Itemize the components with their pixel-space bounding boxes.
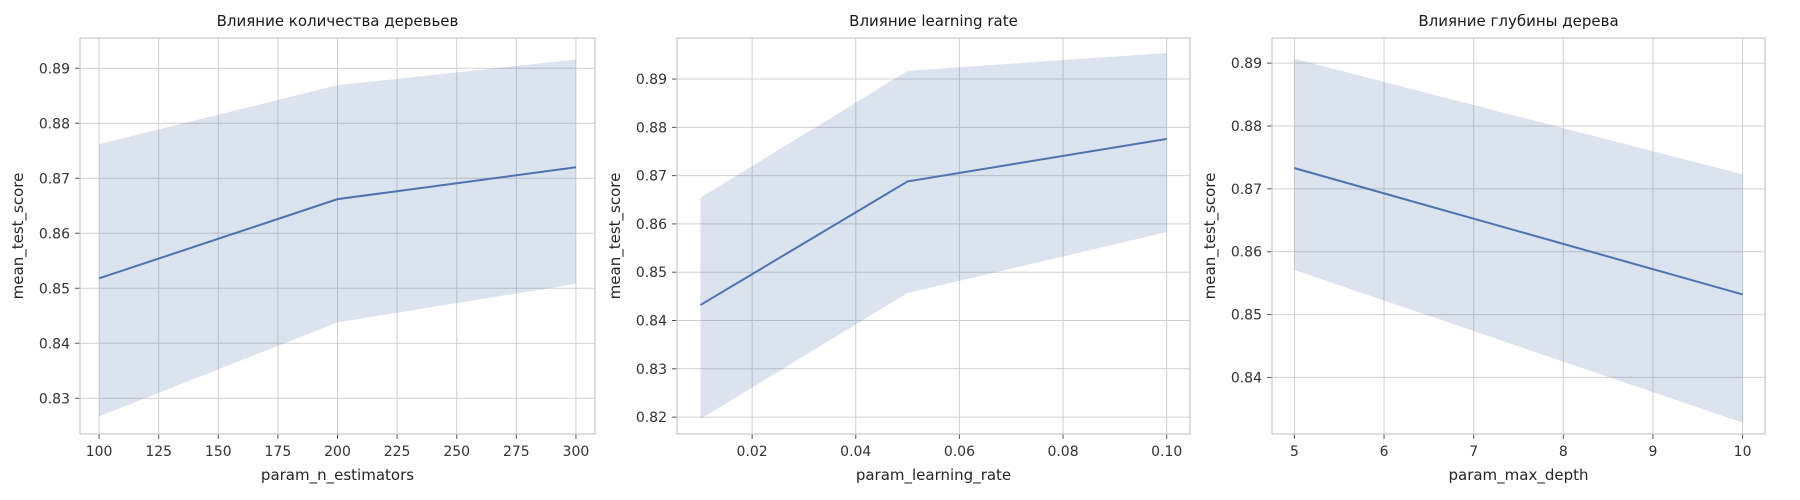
chart-panel-2: 0.02 0.04 0.06 0.08 0.10 0.82 0.83 0.84 0.85 0.86… [606, 12, 1191, 485]
y-tick-label: 0.84 [39, 336, 70, 352]
plot-frame [1271, 37, 1766, 435]
mean-score-line [699, 137, 1167, 306]
y-tick-label: 0.82 [636, 410, 667, 426]
plot-frame [676, 37, 1191, 435]
plot-frame [79, 37, 596, 435]
y-tick-label: 0.84 [1231, 370, 1262, 386]
x-tick-label: 0.08 [1047, 444, 1078, 460]
chart-panel-3: 5 6 7 8 9 10 0.84 0.85 0.86 0.87 0.88 0.89 Влияние г… [1201, 12, 1766, 485]
mean-score-line [98, 166, 577, 280]
x-tick-label: 250 [443, 444, 470, 460]
y-tick-label: 0.83 [39, 391, 70, 407]
y-tick-label: 0.88 [1231, 119, 1262, 135]
y-axis-label: mean_test_score [9, 173, 28, 300]
y-tick-label: 0.86 [39, 226, 70, 242]
confidence-band [1294, 58, 1743, 423]
y-tick-label: 0.87 [1231, 182, 1262, 198]
y-tick-label: 0.86 [1231, 245, 1262, 261]
x-axis-label: param_learning_rate [856, 466, 1011, 485]
x-axis-label: param_max_depth [1448, 466, 1588, 485]
x-tick-label: 9 [1648, 444, 1657, 460]
y-tick-label: 0.87 [39, 171, 70, 187]
x-tick-label: 275 [503, 444, 530, 460]
x-tick-label: 175 [265, 444, 292, 460]
confidence-band [700, 52, 1167, 420]
y-tick-label: 0.85 [39, 281, 70, 297]
x-tick-label: 5 [1290, 444, 1299, 460]
y-tick-label: 0.89 [39, 61, 70, 77]
x-tick-label: 200 [324, 444, 351, 460]
y-tick-label: 0.88 [39, 116, 70, 132]
x-tick-label: 150 [205, 444, 232, 460]
y-tick-label: 0.85 [636, 265, 667, 281]
chart-title: Влияние количества деревьев [217, 12, 459, 30]
y-tick-label: 0.83 [636, 362, 667, 378]
y-axis-label: mean_test_score [606, 173, 625, 300]
x-tick-label: 0.02 [737, 444, 768, 460]
x-tick-label: 6 [1380, 444, 1389, 460]
x-tick-label: 0.04 [840, 444, 871, 460]
chart-panel-1: 100 125 150 175 200 225 250 275 300 0.83 0.84 0.85 0… [9, 12, 596, 485]
chart-title: Влияние learning rate [849, 12, 1018, 30]
y-tick-label: 0.89 [636, 72, 667, 88]
x-tick-label: 125 [145, 444, 172, 460]
x-tick-label: 8 [1559, 444, 1568, 460]
y-tick-label: 0.87 [636, 169, 667, 185]
y-tick-label: 0.84 [636, 314, 667, 330]
mean-score-line [1294, 167, 1743, 296]
x-tick-label: 7 [1469, 444, 1478, 460]
x-tick-label: 300 [563, 444, 590, 460]
x-tick-label: 0.06 [944, 444, 975, 460]
y-tick-label: 0.86 [636, 217, 667, 233]
x-tick-label: 225 [384, 444, 411, 460]
chart-title: Влияние глубины дерева [1418, 12, 1618, 30]
y-tick-label: 0.89 [1231, 56, 1262, 72]
x-axis-label: param_n_estimators [261, 466, 414, 485]
confidence-band [99, 59, 576, 417]
x-tick-label: 100 [86, 444, 113, 460]
y-tick-label: 0.88 [636, 120, 667, 136]
x-tick-label: 0.10 [1151, 444, 1182, 460]
y-tick-label: 0.85 [1231, 308, 1262, 324]
y-axis-label: mean_test_score [1201, 173, 1220, 300]
x-tick-label: 10 [1734, 444, 1752, 460]
